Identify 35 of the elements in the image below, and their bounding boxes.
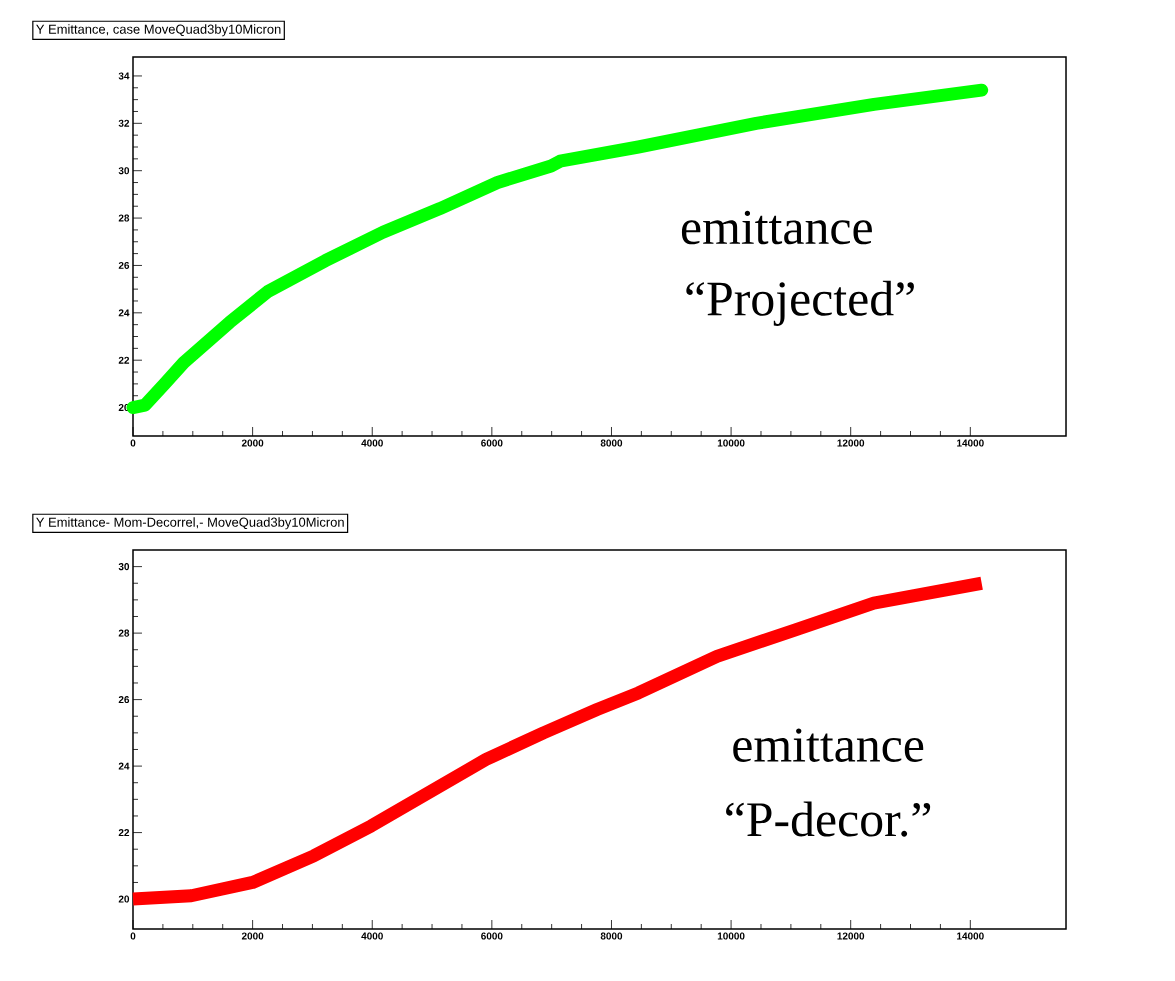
x-tick-label: 2000 (241, 932, 264, 940)
y-tick-label: 26 (118, 696, 130, 704)
x-tick-label: 14000 (957, 932, 984, 940)
y-tick-label: 22 (118, 829, 130, 837)
y-tick-label: 24 (118, 309, 130, 317)
y-tick-label: 30 (118, 167, 130, 175)
x-tick-label: 0 (130, 439, 136, 447)
y-tick-label: 22 (118, 356, 130, 364)
x-tick-label: 10000 (717, 439, 745, 447)
annotation: emittance (733, 728, 924, 762)
x-tick-label: 6000 (481, 439, 503, 447)
x-tick-label: 8000 (600, 932, 623, 940)
x-tick-label: 6000 (481, 932, 503, 940)
chart-title: Y Emittance- Mom-Decorrel,- MoveQuad3by10Micron (36, 517, 344, 530)
x-tick-label: 10000 (717, 932, 745, 940)
y-tick-label: 28 (118, 629, 130, 637)
y-tick-label: 20 (118, 895, 130, 903)
y-tick-label: 30 (118, 563, 130, 571)
y-tick-label: 34 (118, 72, 130, 80)
x-tick-label: 12000 (837, 439, 865, 447)
x-tick-label: 12000 (837, 932, 865, 940)
annotation: “P-decor.” (726, 801, 931, 837)
x-tick-label: 0 (130, 932, 136, 940)
y-tick-label: 28 (118, 214, 130, 222)
x-tick-label: 4000 (361, 439, 383, 447)
x-tick-label: 4000 (361, 932, 383, 940)
y-tick-label: 32 (118, 119, 130, 127)
y-tick-label: 26 (118, 261, 130, 269)
y-tick-label: 24 (118, 762, 130, 770)
annotation: emittance (681, 210, 872, 245)
annotation: “Projected” (686, 280, 914, 326)
x-tick-label: 8000 (600, 439, 623, 447)
x-tick-label: 14000 (957, 439, 984, 447)
x-tick-label: 2000 (241, 439, 264, 447)
chart-title: Y Emittance, case MoveQuad3by10Micron (36, 24, 281, 37)
